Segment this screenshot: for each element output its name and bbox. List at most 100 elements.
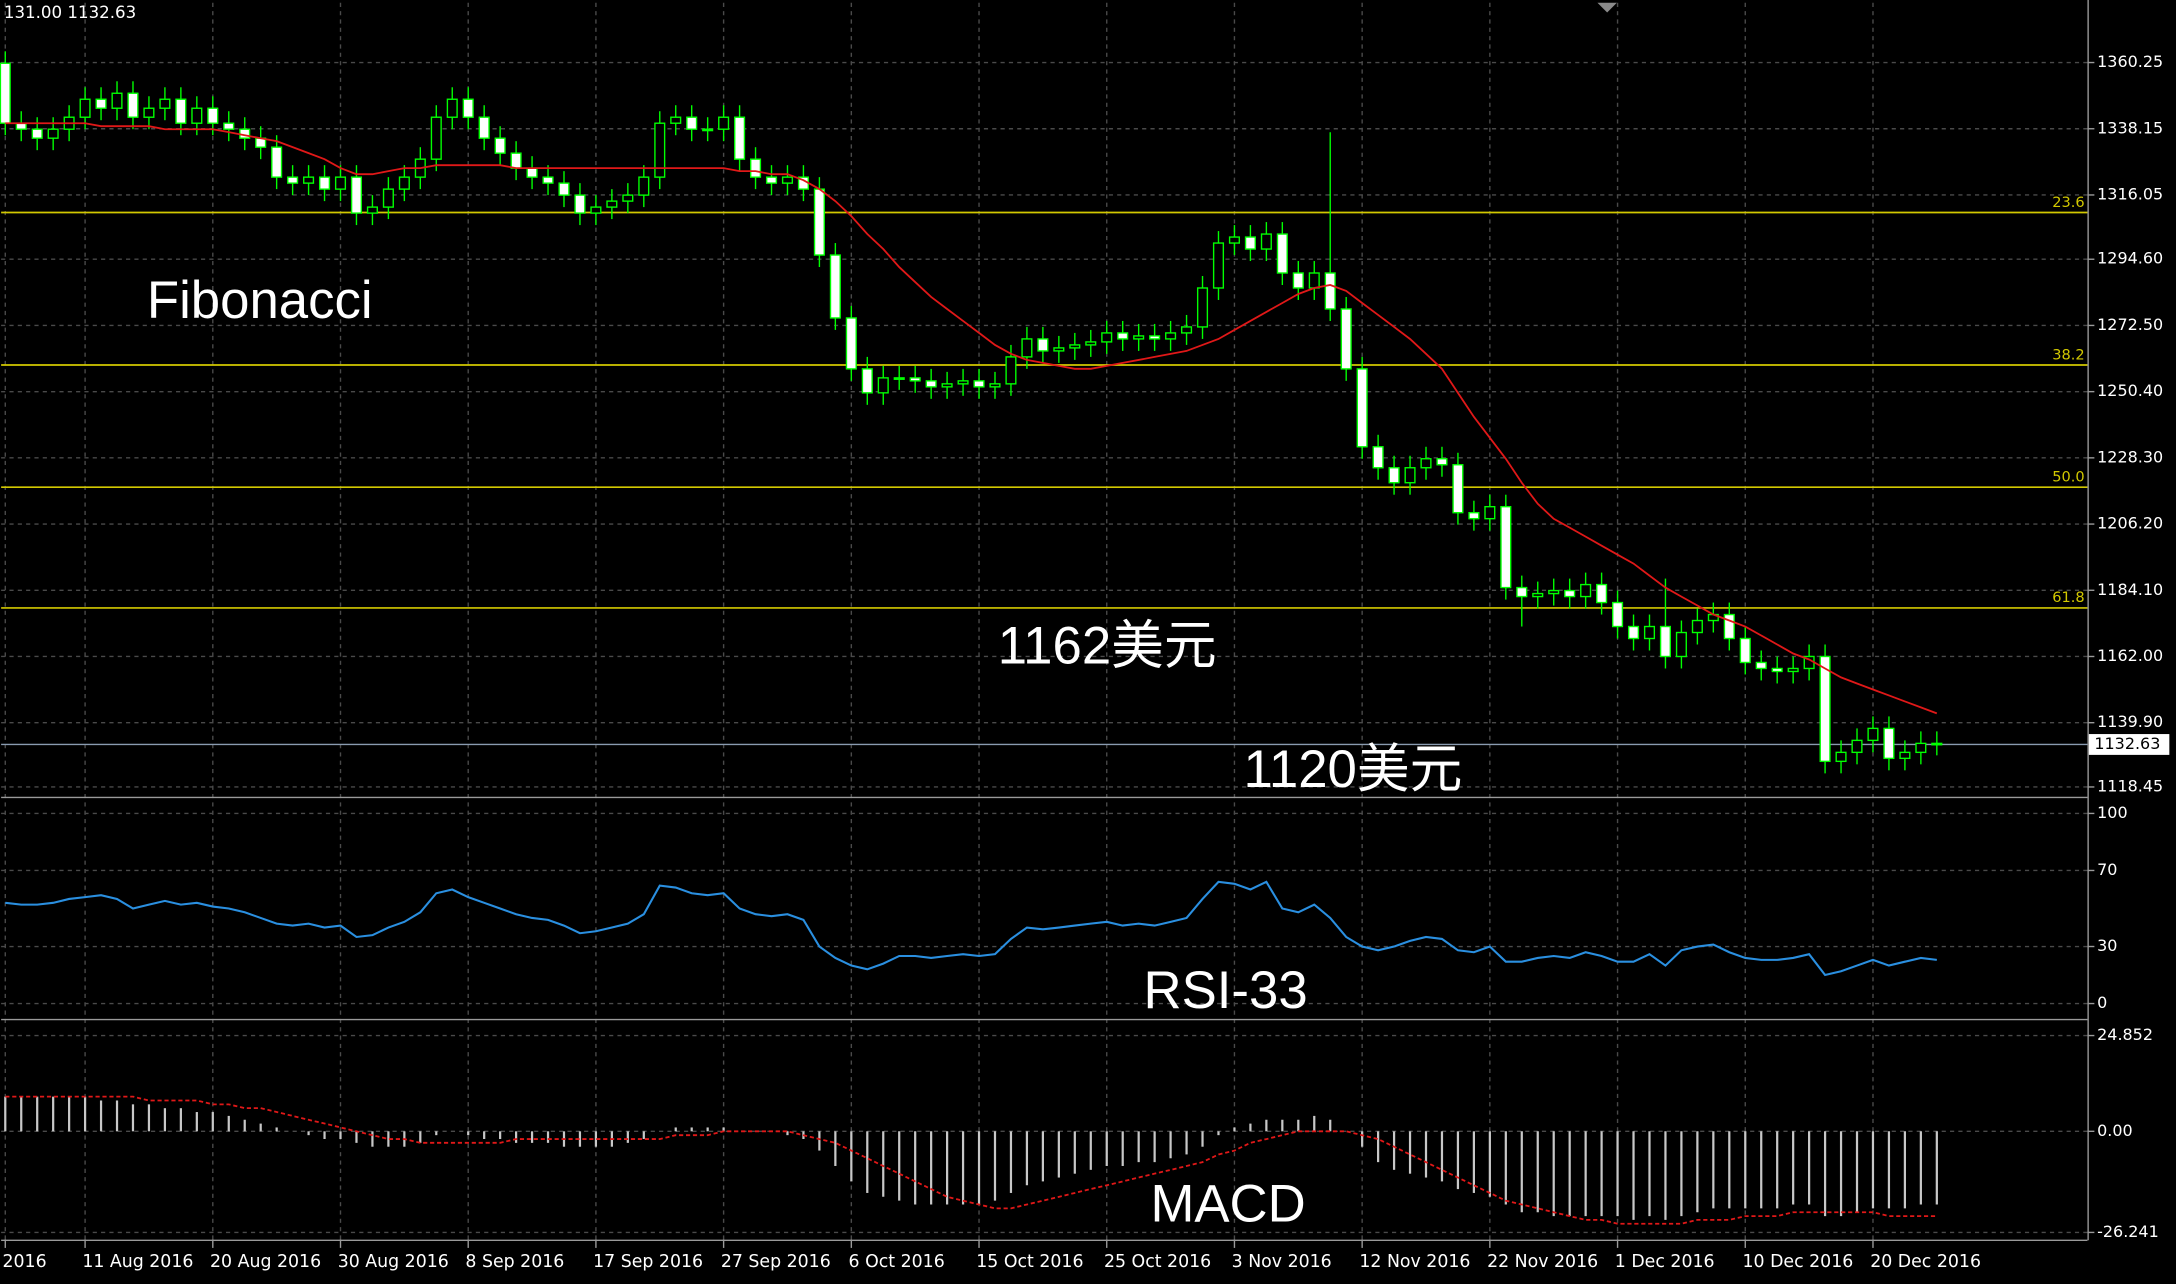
- candle-body: [749, 158, 762, 178]
- candle-body: [1101, 332, 1113, 343]
- annotation: 1120美元: [1243, 740, 1462, 799]
- x-tick-label: 20 Dec 2016: [1870, 1252, 1981, 1272]
- x-tick-label: 6 Oct 2016: [849, 1252, 945, 1272]
- x-tick-label: 10 Dec 2016: [1742, 1252, 1853, 1272]
- fibonacci-label: 61.8: [2052, 589, 2084, 606]
- x-tick-label: 25 Oct 2016: [1104, 1252, 1211, 1272]
- candle-body: [223, 122, 235, 130]
- candle-body: [574, 194, 586, 214]
- x-tick-label: 22 Nov 2016: [1487, 1252, 1598, 1272]
- candle-body: [1340, 308, 1352, 370]
- candle-body: [159, 98, 171, 109]
- candle-body: [127, 92, 139, 118]
- candle-body: [813, 188, 825, 256]
- y-tick-label: 100: [2097, 803, 2127, 822]
- candle-body: [1931, 742, 1943, 746]
- candle-body: [1212, 242, 1225, 289]
- candle-body: [510, 152, 522, 169]
- candle-body: [1867, 727, 1879, 742]
- candle-body: [734, 116, 746, 160]
- y-tick-label: 1206.20: [2097, 514, 2163, 533]
- signal-line: [5, 1095, 1937, 1225]
- candle-body: [670, 116, 682, 124]
- candle-body: [1532, 592, 1544, 598]
- y-tick-label: 24.852: [2097, 1025, 2153, 1044]
- candle-body: [1548, 589, 1560, 595]
- candle-body: [1835, 751, 1847, 763]
- y-tick-label: 1139.90: [2097, 712, 2163, 731]
- candle-body: [1596, 583, 1608, 604]
- candle-body: [1787, 667, 1799, 673]
- candle-body: [861, 368, 873, 394]
- candle-body: [893, 377, 905, 380]
- candle-body: [47, 128, 59, 139]
- candle-body: [1883, 727, 1895, 760]
- x-tick-label: 1 Dec 2016: [1615, 1252, 1715, 1272]
- candle-body: [718, 116, 730, 130]
- candle-body: [686, 116, 698, 130]
- candle-body: [1372, 446, 1384, 469]
- x-tick-label: 27 Sep 2016: [721, 1252, 831, 1272]
- candle-body: [175, 98, 187, 124]
- y-tick-label: 1294.60: [2097, 249, 2163, 268]
- candle-body: [542, 176, 554, 184]
- x-tick-label: 8 Sep 2016: [465, 1252, 564, 1272]
- candle-body: [1468, 511, 1480, 520]
- candle-body: [925, 380, 937, 388]
- y-tick-label: 1228.30: [2097, 447, 2163, 466]
- candle-body: [1244, 236, 1256, 250]
- last-price-box: [2088, 734, 2170, 755]
- candle-body: [31, 128, 43, 139]
- candle-body: [271, 146, 283, 178]
- candle-body: [1452, 464, 1464, 514]
- candle-body: [909, 377, 921, 382]
- candle-body: [334, 176, 347, 190]
- annotation: Fibonacci: [147, 271, 373, 330]
- fibonacci-label: 38.2: [2052, 346, 2084, 363]
- y-tick-label: 1184.10: [2097, 580, 2163, 599]
- y-tick-label: 1360.25: [2097, 52, 2163, 71]
- candle-body: [1276, 233, 1288, 274]
- candle-body: [1069, 344, 1081, 349]
- candle-body: [702, 128, 714, 132]
- x-tick-label: 2016: [2, 1252, 46, 1272]
- candle-body: [382, 188, 394, 208]
- candle-body: [350, 176, 363, 214]
- y-tick-label: 1316.05: [2097, 184, 2163, 203]
- candle-body: [207, 107, 219, 124]
- y-tick-label: 1272.50: [2097, 315, 2163, 334]
- candle-body: [1196, 287, 1209, 328]
- candle-body: [1308, 272, 1320, 289]
- candle-body: [1388, 467, 1400, 484]
- shift-marker: [1597, 2, 1617, 13]
- candle-body: [877, 377, 889, 394]
- y-tick-label: 0: [2097, 993, 2107, 1012]
- candle-body: [590, 206, 602, 214]
- candle-body: [1292, 272, 1304, 289]
- candle-body: [111, 92, 123, 109]
- candle-body: [1915, 742, 1927, 754]
- candle-body: [398, 176, 410, 190]
- moving-average: [5, 122, 1938, 715]
- candle-body: [973, 380, 985, 388]
- candle-body: [79, 98, 91, 118]
- candle-body: [1819, 655, 1831, 763]
- candle-body: [287, 176, 299, 184]
- labels: 1360.25 1338.15 1316.05 1294.60 1272.50 1250.…: [2, 52, 2170, 1272]
- candle-body: [1228, 236, 1240, 244]
- candle-body: [1851, 739, 1863, 754]
- candle-body: [95, 98, 107, 109]
- x-tick-label: 11 Aug 2016: [82, 1252, 193, 1272]
- candle-body: [1436, 458, 1448, 466]
- y-tick-label: 1338.15: [2097, 118, 2163, 137]
- candle-body: [1324, 272, 1336, 310]
- candle-body: [526, 167, 538, 178]
- candle-body: [1181, 326, 1193, 334]
- candle-body: [1053, 347, 1065, 352]
- candle-body: [1356, 368, 1368, 448]
- annotation: MACD: [1150, 1175, 1305, 1234]
- candle-body: [1643, 625, 1656, 640]
- x-tick-label: 3 Nov 2016: [1232, 1252, 1332, 1272]
